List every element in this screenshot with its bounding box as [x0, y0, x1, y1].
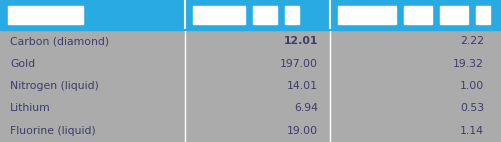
- Bar: [337, 6, 395, 24]
- Text: Nitrogen (liquid): Nitrogen (liquid): [10, 81, 99, 91]
- Text: 197.00: 197.00: [280, 59, 317, 69]
- Bar: [285, 6, 299, 24]
- Bar: [475, 6, 489, 24]
- Bar: [8, 6, 83, 24]
- Text: Carbon (diamond): Carbon (diamond): [10, 36, 109, 46]
- Text: 19.32: 19.32: [452, 59, 483, 69]
- Text: Fluorine (liquid): Fluorine (liquid): [10, 126, 96, 136]
- Bar: [0, 0, 501, 30]
- Text: 14.01: 14.01: [287, 81, 317, 91]
- Bar: [403, 6, 431, 24]
- Text: 0.53: 0.53: [459, 103, 483, 113]
- Bar: [253, 6, 277, 24]
- Text: Lithium: Lithium: [10, 103, 51, 113]
- Bar: [185, 30, 501, 142]
- Text: 1.14: 1.14: [459, 126, 483, 136]
- Text: 6.94: 6.94: [294, 103, 317, 113]
- Text: 19.00: 19.00: [286, 126, 317, 136]
- Text: 2.22: 2.22: [459, 36, 483, 46]
- Bar: [439, 6, 467, 24]
- Text: Gold: Gold: [10, 59, 35, 69]
- Bar: [0, 30, 185, 142]
- Text: 1.00: 1.00: [459, 81, 483, 91]
- Bar: [192, 6, 244, 24]
- Text: 12.01: 12.01: [283, 36, 317, 46]
